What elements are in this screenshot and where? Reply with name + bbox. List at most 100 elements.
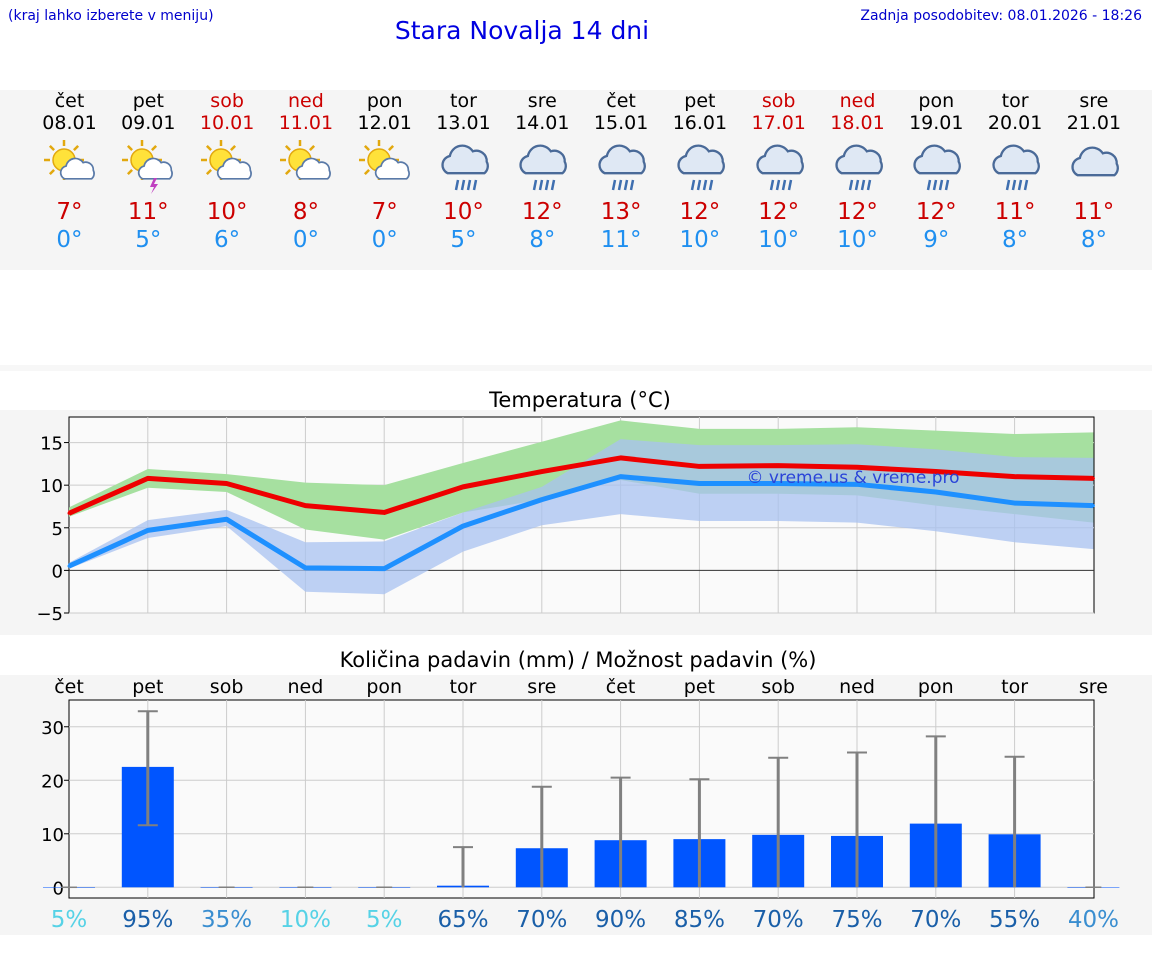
day-date: 13.01 bbox=[436, 112, 491, 134]
day-date: 11.01 bbox=[278, 112, 334, 134]
day-name: sre bbox=[527, 90, 557, 112]
max-temperature: 10° bbox=[443, 199, 484, 225]
y-tick-label: 0 bbox=[52, 561, 63, 582]
max-temperature-point bbox=[461, 485, 465, 489]
y-tick-label: −5 bbox=[36, 604, 63, 625]
max-temperature-point bbox=[146, 476, 150, 480]
precipitation-probability: 5% bbox=[51, 907, 88, 933]
max-temperature: 7° bbox=[371, 199, 398, 225]
sun-cloud-icon bbox=[43, 140, 95, 180]
y-tick-label: 10 bbox=[40, 476, 63, 497]
min-temperature-point bbox=[934, 490, 938, 494]
last-updated: Zadnja posodobitev: 08.01.2026 - 18:26 bbox=[860, 8, 1142, 24]
max-temperature: 13° bbox=[600, 199, 642, 225]
max-temperature: 12° bbox=[679, 199, 721, 225]
max-temperature: 8° bbox=[292, 199, 319, 225]
precip-day-label: čet bbox=[606, 676, 636, 698]
rain-cloud-icon bbox=[756, 144, 804, 191]
precip-day-label: pet bbox=[132, 676, 163, 698]
min-temperature-range-band bbox=[69, 439, 1094, 595]
min-temperature: 0° bbox=[292, 227, 319, 253]
precipitation-chart: Količina padavin (mm) / Možnost padavin … bbox=[0, 648, 1152, 935]
precip-day-label: pet bbox=[684, 676, 715, 698]
min-temperature-point bbox=[855, 482, 859, 486]
day-date: 21.01 bbox=[1066, 112, 1122, 134]
min-temperature: 10° bbox=[679, 227, 721, 253]
day-date: 20.01 bbox=[987, 112, 1043, 134]
max-temperature-point bbox=[225, 481, 229, 485]
sun-cloud-icon bbox=[201, 140, 253, 180]
location-hint: (kraj lahko izberete v meniju) bbox=[8, 8, 214, 24]
max-temperature-point bbox=[1013, 475, 1017, 479]
day-column: sob 17.01 12° 10° bbox=[739, 90, 818, 254]
max-temperature-point bbox=[382, 510, 386, 514]
day-column: tor 20.01 11° 8° bbox=[976, 90, 1055, 254]
min-temperature-point bbox=[697, 481, 701, 485]
max-temperature: 12° bbox=[521, 199, 563, 225]
day-name: tor bbox=[450, 90, 477, 112]
day-column: pet 09.01 11° 5° bbox=[109, 90, 188, 254]
day-column: sre 21.01 11° 8° bbox=[1054, 90, 1133, 254]
min-temperature-point bbox=[303, 566, 307, 570]
precipitation-chart-title: Količina padavin (mm) / Možnost padavin … bbox=[340, 648, 817, 672]
precipitation-probability: 40% bbox=[1068, 907, 1119, 933]
temperature-chart-title: Temperatura (°C) bbox=[488, 388, 671, 412]
precip-day-label: sre bbox=[527, 676, 556, 698]
min-temperature: 5° bbox=[450, 227, 477, 253]
day-date: 18.01 bbox=[830, 112, 885, 134]
rain-cloud-icon bbox=[440, 144, 489, 191]
day-column: čet 08.01 7° 0° bbox=[30, 90, 109, 254]
precip-day-label: pon bbox=[918, 676, 954, 698]
y-tick-label: 15 bbox=[40, 434, 63, 455]
rain-cloud-icon bbox=[992, 144, 1041, 191]
precipitation-probability: 35% bbox=[201, 907, 252, 933]
precip-day-label: tor bbox=[450, 676, 477, 698]
y-tick-label: 20 bbox=[41, 771, 64, 792]
day-date: 12.01 bbox=[357, 112, 412, 134]
min-temperature: 10° bbox=[837, 227, 878, 253]
day-name: čet bbox=[54, 90, 85, 112]
day-column: sob 10.01 10° 6° bbox=[188, 90, 267, 254]
max-temperature: 11° bbox=[994, 199, 1036, 225]
rain-cloud-icon bbox=[913, 144, 962, 191]
y-tick-label: 30 bbox=[41, 718, 64, 739]
max-temperature: 7° bbox=[56, 199, 83, 225]
precip-day-label: sob bbox=[210, 676, 244, 698]
min-temperature-point bbox=[461, 524, 465, 528]
max-temperature-point bbox=[934, 470, 938, 474]
min-temperature-point bbox=[1013, 501, 1017, 505]
precip-day-label: pon bbox=[366, 676, 402, 698]
min-temperature-point bbox=[382, 567, 386, 571]
temperature-chart: Temperatura (°C) −5 0 5 10 15 © vreme.us & vr… bbox=[0, 388, 1152, 635]
max-temperature: 12° bbox=[915, 199, 957, 225]
sun-cloud-icon bbox=[279, 140, 331, 180]
min-temperature: 6° bbox=[214, 227, 241, 253]
max-temperature-point bbox=[67, 511, 71, 515]
max-temperature-point bbox=[619, 456, 623, 460]
day-date: 16.01 bbox=[672, 112, 728, 134]
day-date: 08.01 bbox=[42, 112, 97, 134]
precipitation-probability: 90% bbox=[595, 907, 646, 933]
day-name: pon bbox=[918, 90, 955, 112]
day-name: čet bbox=[606, 90, 636, 112]
page-title: Stara Novalja 14 dni bbox=[394, 16, 650, 45]
day-name: tor bbox=[1001, 90, 1029, 112]
sun-cloud-thunder-icon bbox=[122, 140, 174, 194]
max-temperature-point bbox=[303, 504, 307, 508]
precip-day-label: čet bbox=[54, 676, 84, 698]
min-temperature-point bbox=[67, 564, 71, 568]
day-name: pet bbox=[684, 90, 716, 112]
rain-cloud-icon bbox=[598, 144, 647, 191]
max-temperature-point bbox=[855, 465, 859, 469]
max-temperature: 11° bbox=[1073, 199, 1115, 225]
day-column: ned 18.01 12° 10° bbox=[818, 90, 897, 254]
max-temperature: 12° bbox=[837, 199, 878, 225]
precip-day-label: ned bbox=[839, 676, 875, 698]
rain-cloud-icon bbox=[834, 144, 883, 191]
min-temperature-point bbox=[540, 498, 544, 502]
min-temperature: 8° bbox=[1002, 227, 1029, 253]
divider bbox=[0, 365, 1152, 371]
y-tick-label: 5 bbox=[52, 519, 63, 540]
min-temperature: 10° bbox=[758, 227, 800, 253]
day-column: pet 16.01 12° 10° bbox=[660, 90, 739, 254]
